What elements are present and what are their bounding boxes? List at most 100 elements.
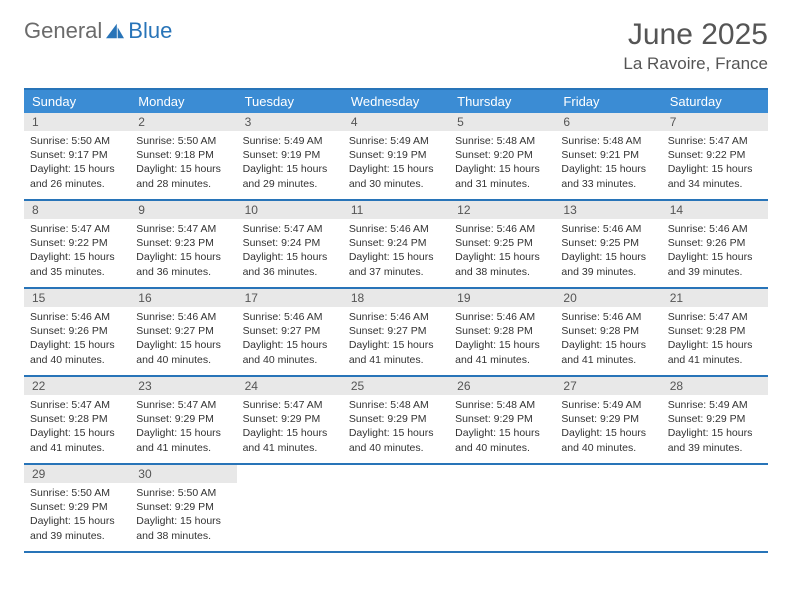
sunrise-line: Sunrise: 5:47 AM (668, 134, 762, 148)
day-of-week-row: Sunday Monday Tuesday Wednesday Thursday… (24, 90, 768, 113)
day-body: Sunrise: 5:47 AMSunset: 9:24 PMDaylight:… (237, 219, 343, 285)
day-cell: 17Sunrise: 5:46 AMSunset: 9:27 PMDayligh… (237, 289, 343, 375)
day-number: 25 (343, 377, 449, 395)
daylight-line: Daylight: 15 hours and 38 minutes. (136, 514, 230, 542)
sunrise-line: Sunrise: 5:48 AM (349, 398, 443, 412)
day-number: 30 (130, 465, 236, 483)
dow-thu: Thursday (449, 90, 555, 113)
day-cell (662, 465, 768, 551)
day-body: Sunrise: 5:46 AMSunset: 9:26 PMDaylight:… (662, 219, 768, 285)
dow-fri: Friday (555, 90, 661, 113)
logo-sail-icon (104, 22, 126, 40)
day-number: 5 (449, 113, 555, 131)
day-body: Sunrise: 5:46 AMSunset: 9:24 PMDaylight:… (343, 219, 449, 285)
sunrise-line: Sunrise: 5:50 AM (30, 134, 124, 148)
sunset-line: Sunset: 9:24 PM (349, 236, 443, 250)
day-body: Sunrise: 5:46 AMSunset: 9:26 PMDaylight:… (24, 307, 130, 373)
day-cell: 16Sunrise: 5:46 AMSunset: 9:27 PMDayligh… (130, 289, 236, 375)
dow-tue: Tuesday (237, 90, 343, 113)
week-row: 1Sunrise: 5:50 AMSunset: 9:17 PMDaylight… (24, 113, 768, 201)
dow-sat: Saturday (662, 90, 768, 113)
daylight-line: Daylight: 15 hours and 41 minutes. (455, 338, 549, 366)
day-body: Sunrise: 5:46 AMSunset: 9:27 PMDaylight:… (343, 307, 449, 373)
daylight-line: Daylight: 15 hours and 37 minutes. (349, 250, 443, 278)
daylight-line: Daylight: 15 hours and 36 minutes. (136, 250, 230, 278)
day-number: 23 (130, 377, 236, 395)
sunrise-line: Sunrise: 5:47 AM (136, 398, 230, 412)
sunrise-line: Sunrise: 5:46 AM (668, 222, 762, 236)
daylight-line: Daylight: 15 hours and 40 minutes. (561, 426, 655, 454)
sunset-line: Sunset: 9:26 PM (668, 236, 762, 250)
sunset-line: Sunset: 9:29 PM (455, 412, 549, 426)
day-body: Sunrise: 5:46 AMSunset: 9:25 PMDaylight:… (555, 219, 661, 285)
day-number: 21 (662, 289, 768, 307)
sunrise-line: Sunrise: 5:48 AM (455, 398, 549, 412)
sunrise-line: Sunrise: 5:49 AM (561, 398, 655, 412)
logo-text-b: Blue (128, 18, 172, 44)
sunrise-line: Sunrise: 5:49 AM (243, 134, 337, 148)
dow-mon: Monday (130, 90, 236, 113)
daylight-line: Daylight: 15 hours and 41 minutes. (30, 426, 124, 454)
day-number: 9 (130, 201, 236, 219)
day-cell: 10Sunrise: 5:47 AMSunset: 9:24 PMDayligh… (237, 201, 343, 287)
weeks-container: 1Sunrise: 5:50 AMSunset: 9:17 PMDaylight… (24, 113, 768, 553)
day-number: 27 (555, 377, 661, 395)
day-cell: 1Sunrise: 5:50 AMSunset: 9:17 PMDaylight… (24, 113, 130, 199)
dow-sun: Sunday (24, 90, 130, 113)
day-cell: 24Sunrise: 5:47 AMSunset: 9:29 PMDayligh… (237, 377, 343, 463)
daylight-line: Daylight: 15 hours and 28 minutes. (136, 162, 230, 190)
day-body: Sunrise: 5:47 AMSunset: 9:22 PMDaylight:… (24, 219, 130, 285)
day-cell: 6Sunrise: 5:48 AMSunset: 9:21 PMDaylight… (555, 113, 661, 199)
day-cell: 12Sunrise: 5:46 AMSunset: 9:25 PMDayligh… (449, 201, 555, 287)
sunset-line: Sunset: 9:29 PM (136, 412, 230, 426)
sunrise-line: Sunrise: 5:50 AM (136, 486, 230, 500)
daylight-line: Daylight: 15 hours and 39 minutes. (561, 250, 655, 278)
sunrise-line: Sunrise: 5:46 AM (349, 222, 443, 236)
daylight-line: Daylight: 15 hours and 41 minutes. (136, 426, 230, 454)
day-cell: 14Sunrise: 5:46 AMSunset: 9:26 PMDayligh… (662, 201, 768, 287)
day-cell: 2Sunrise: 5:50 AMSunset: 9:18 PMDaylight… (130, 113, 236, 199)
sunset-line: Sunset: 9:29 PM (561, 412, 655, 426)
day-cell (555, 465, 661, 551)
day-body: Sunrise: 5:46 AMSunset: 9:28 PMDaylight:… (449, 307, 555, 373)
sunrise-line: Sunrise: 5:46 AM (243, 310, 337, 324)
day-cell: 23Sunrise: 5:47 AMSunset: 9:29 PMDayligh… (130, 377, 236, 463)
day-number: 7 (662, 113, 768, 131)
day-body: Sunrise: 5:47 AMSunset: 9:29 PMDaylight:… (130, 395, 236, 461)
sunset-line: Sunset: 9:19 PM (349, 148, 443, 162)
daylight-line: Daylight: 15 hours and 39 minutes. (30, 514, 124, 542)
day-number: 26 (449, 377, 555, 395)
sunset-line: Sunset: 9:25 PM (455, 236, 549, 250)
day-cell (449, 465, 555, 551)
sunset-line: Sunset: 9:29 PM (30, 500, 124, 514)
day-cell: 5Sunrise: 5:48 AMSunset: 9:20 PMDaylight… (449, 113, 555, 199)
daylight-line: Daylight: 15 hours and 39 minutes. (668, 426, 762, 454)
daylight-line: Daylight: 15 hours and 40 minutes. (243, 338, 337, 366)
week-row: 8Sunrise: 5:47 AMSunset: 9:22 PMDaylight… (24, 201, 768, 289)
sunrise-line: Sunrise: 5:46 AM (136, 310, 230, 324)
sunrise-line: Sunrise: 5:46 AM (455, 310, 549, 324)
sunrise-line: Sunrise: 5:50 AM (30, 486, 124, 500)
day-cell: 28Sunrise: 5:49 AMSunset: 9:29 PMDayligh… (662, 377, 768, 463)
sunset-line: Sunset: 9:18 PM (136, 148, 230, 162)
month-title: June 2025 (623, 18, 768, 52)
week-row: 22Sunrise: 5:47 AMSunset: 9:28 PMDayligh… (24, 377, 768, 465)
day-number: 16 (130, 289, 236, 307)
sunset-line: Sunset: 9:25 PM (561, 236, 655, 250)
title-block: June 2025 La Ravoire, France (623, 18, 768, 74)
week-row: 29Sunrise: 5:50 AMSunset: 9:29 PMDayligh… (24, 465, 768, 553)
day-number: 19 (449, 289, 555, 307)
sunrise-line: Sunrise: 5:46 AM (561, 310, 655, 324)
sunset-line: Sunset: 9:27 PM (349, 324, 443, 338)
sunset-line: Sunset: 9:19 PM (243, 148, 337, 162)
day-cell: 8Sunrise: 5:47 AMSunset: 9:22 PMDaylight… (24, 201, 130, 287)
sunset-line: Sunset: 9:28 PM (668, 324, 762, 338)
day-number: 18 (343, 289, 449, 307)
daylight-line: Daylight: 15 hours and 36 minutes. (243, 250, 337, 278)
day-cell: 29Sunrise: 5:50 AMSunset: 9:29 PMDayligh… (24, 465, 130, 551)
sunrise-line: Sunrise: 5:46 AM (30, 310, 124, 324)
daylight-line: Daylight: 15 hours and 29 minutes. (243, 162, 337, 190)
sunset-line: Sunset: 9:17 PM (30, 148, 124, 162)
daylight-line: Daylight: 15 hours and 40 minutes. (136, 338, 230, 366)
logo-text-a: General (24, 18, 102, 44)
